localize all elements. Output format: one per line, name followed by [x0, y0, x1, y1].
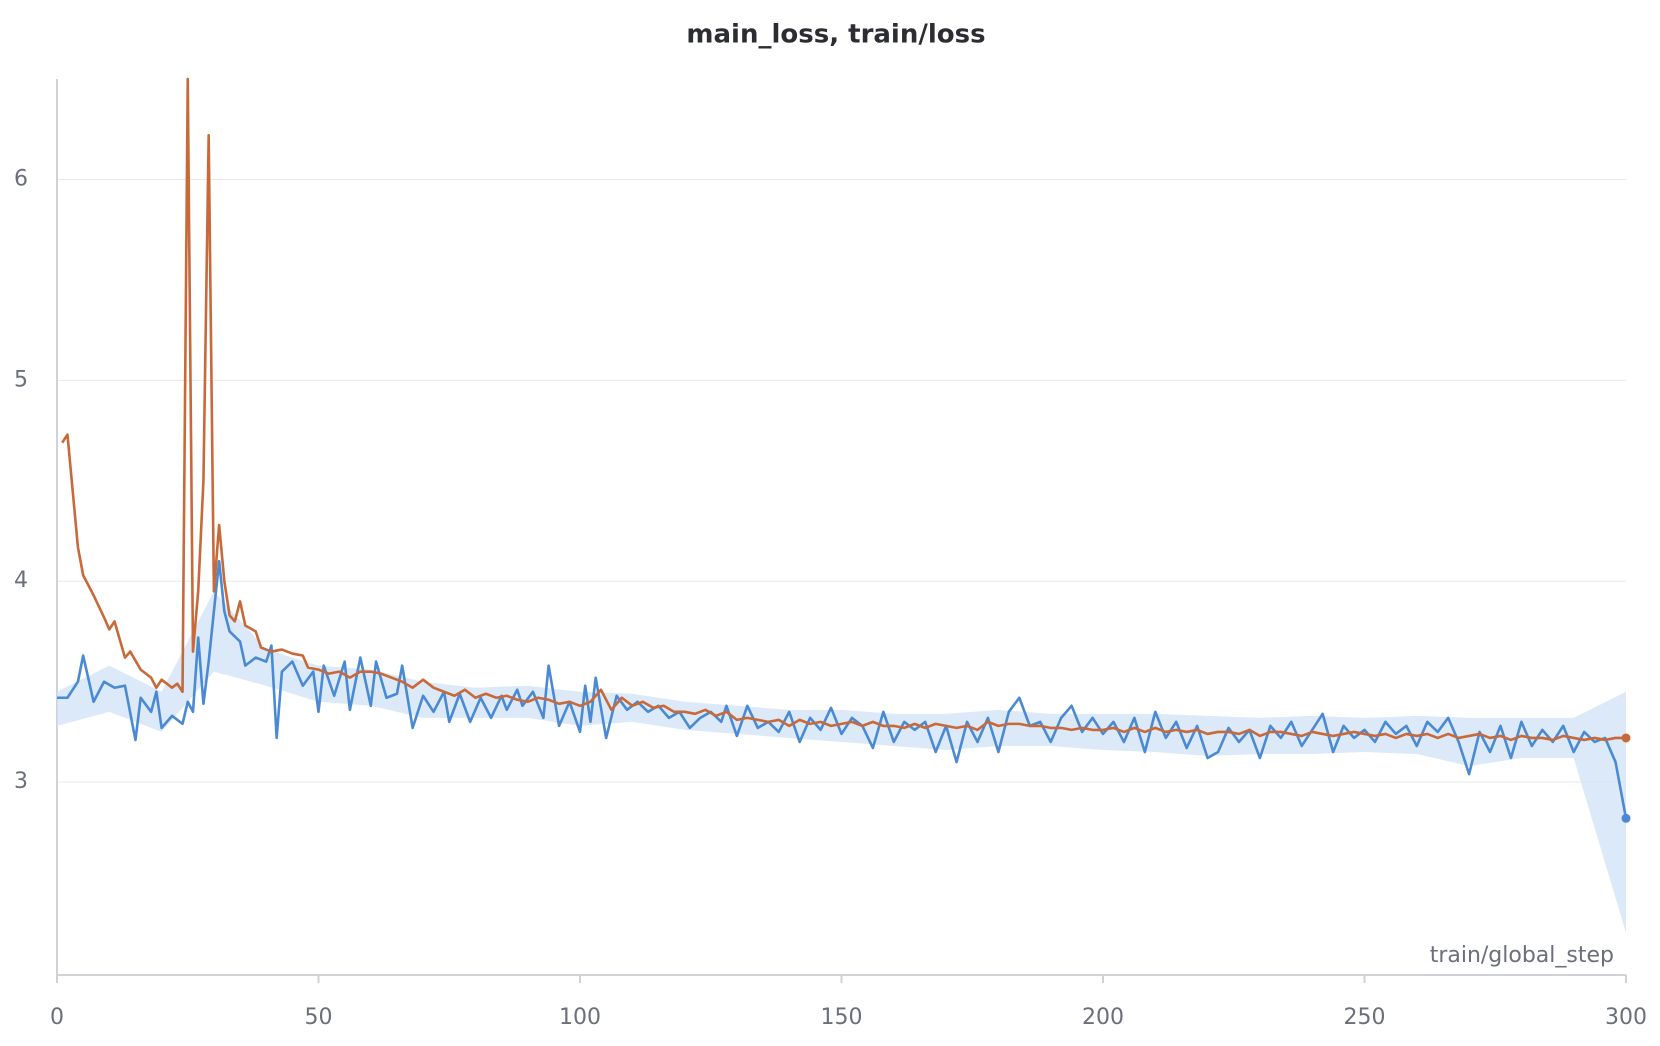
end-point	[1621, 813, 1631, 823]
y-tick-label: 4	[14, 568, 28, 593]
x-tick-label: 250	[1344, 1005, 1386, 1030]
line-series	[61, 77, 1626, 742]
x-tick-label: 50	[305, 1005, 333, 1030]
y-tick-label: 6	[14, 166, 28, 191]
y-tick-label: 3	[14, 769, 28, 794]
band-area	[57, 591, 1626, 933]
end-point	[1621, 733, 1631, 743]
chart-title: main_loss, train/loss	[686, 20, 985, 50]
x-tick-label: 150	[821, 1005, 863, 1030]
x-tick-label: 0	[50, 1005, 64, 1030]
x-axis-label: train/global_step	[1430, 943, 1614, 968]
x-tick-label: 100	[559, 1005, 601, 1030]
x-tick-label: 200	[1082, 1005, 1124, 1030]
x-tick-label: 300	[1605, 1005, 1647, 1030]
y-tick-label: 5	[14, 367, 28, 392]
